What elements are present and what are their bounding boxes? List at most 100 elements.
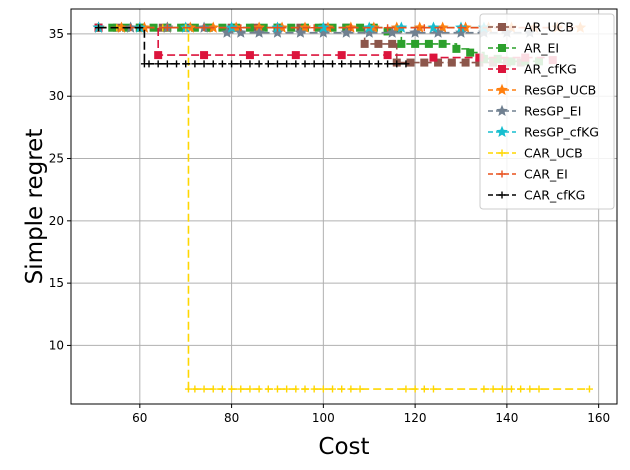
legend-item-ar-ucb: AR_UCB xyxy=(488,20,574,35)
data-point xyxy=(347,385,355,393)
data-point xyxy=(498,385,506,393)
data-point xyxy=(429,53,438,62)
legend-item-ar-cfkg: AR_cfKG xyxy=(488,62,577,77)
data-point xyxy=(424,39,433,48)
data-point xyxy=(365,60,373,68)
legend-item-resgp-ucb: ResGP_UCB xyxy=(488,83,596,98)
x-tick-label: 160 xyxy=(587,411,610,425)
data-point xyxy=(154,51,163,60)
legend-swatch-marker xyxy=(498,170,506,178)
x-tick-label: 120 xyxy=(404,411,427,425)
data-point xyxy=(177,23,186,32)
data-point xyxy=(317,26,330,38)
data-point xyxy=(228,385,236,393)
data-point xyxy=(301,385,309,393)
data-point xyxy=(329,385,337,393)
data-point xyxy=(184,385,192,393)
legend-item-car-cfkg: CAR_cfKG xyxy=(488,188,585,203)
data-point xyxy=(273,60,281,68)
data-point xyxy=(264,385,272,393)
y-tick-label: 30 xyxy=(49,89,64,103)
data-point xyxy=(317,21,330,33)
data-point xyxy=(397,39,406,48)
series-car-ucb xyxy=(95,24,593,393)
data-point xyxy=(480,385,488,393)
data-point xyxy=(429,385,437,393)
data-point xyxy=(209,385,217,393)
legend-item-ar-ei: AR_EI xyxy=(488,41,559,56)
data-point xyxy=(517,385,525,393)
data-point xyxy=(163,60,171,68)
data-point xyxy=(436,21,449,33)
legend-label: CAR_UCB xyxy=(524,146,583,161)
data-point xyxy=(356,385,364,393)
data-point xyxy=(200,60,208,68)
data-point xyxy=(291,51,300,60)
data-point xyxy=(200,385,208,393)
data-point xyxy=(337,51,346,60)
data-point xyxy=(292,60,300,68)
data-point xyxy=(420,385,428,393)
y-tick-label: 15 xyxy=(49,276,64,290)
data-point xyxy=(438,39,447,48)
y-tick-label: 35 xyxy=(49,27,64,41)
data-point xyxy=(292,385,300,393)
data-point xyxy=(489,385,497,393)
legend-swatch-marker xyxy=(498,191,506,199)
data-point xyxy=(526,385,534,393)
y-tick-label: 25 xyxy=(49,152,64,166)
legend-label: AR_EI xyxy=(524,41,559,56)
legend-swatch-marker xyxy=(498,23,506,31)
y-tick-label: 10 xyxy=(49,338,64,352)
data-point xyxy=(413,21,426,33)
data-point xyxy=(200,24,208,32)
data-point xyxy=(452,44,461,53)
data-point xyxy=(221,26,233,38)
data-point xyxy=(245,51,254,60)
data-point xyxy=(388,39,397,48)
legend-label: CAR_cfKG xyxy=(524,188,585,203)
data-point xyxy=(200,51,209,60)
x-tick-label: 60 xyxy=(132,411,147,425)
legend-swatch-marker xyxy=(498,149,506,157)
data-point xyxy=(173,60,181,68)
data-point xyxy=(115,21,128,33)
data-point xyxy=(356,60,364,68)
legend-item-resgp-ei: ResGP_EI xyxy=(488,104,581,119)
y-tick-label: 20 xyxy=(49,214,64,228)
data-point xyxy=(340,26,353,38)
legend-label: CAR_EI xyxy=(524,167,568,182)
data-point xyxy=(310,24,318,32)
legend-swatch-marker xyxy=(496,83,508,96)
data-point xyxy=(384,24,392,32)
x-tick-label: 80 xyxy=(224,411,239,425)
data-point xyxy=(237,60,245,68)
legend-label: AR_cfKG xyxy=(524,62,577,77)
data-point xyxy=(585,385,593,393)
data-point xyxy=(393,60,401,68)
legend-label: AR_UCB xyxy=(524,20,574,35)
data-point xyxy=(237,385,245,393)
data-point xyxy=(347,24,355,32)
data-point xyxy=(255,385,263,393)
data-point xyxy=(427,21,440,33)
data-point xyxy=(246,385,254,393)
data-point xyxy=(301,60,309,68)
data-point xyxy=(250,23,259,32)
data-point xyxy=(259,23,268,32)
data-point xyxy=(347,60,355,68)
data-point xyxy=(283,385,291,393)
data-point xyxy=(475,58,484,67)
data-point xyxy=(447,58,456,67)
series-layer xyxy=(92,21,593,393)
data-point xyxy=(535,385,543,393)
data-point xyxy=(273,24,281,32)
legend-label: ResGP_cfKG xyxy=(524,125,599,140)
data-point xyxy=(310,60,318,68)
data-point xyxy=(374,60,382,68)
data-point xyxy=(218,60,226,68)
plot-frame xyxy=(70,8,618,405)
data-point xyxy=(338,60,346,68)
